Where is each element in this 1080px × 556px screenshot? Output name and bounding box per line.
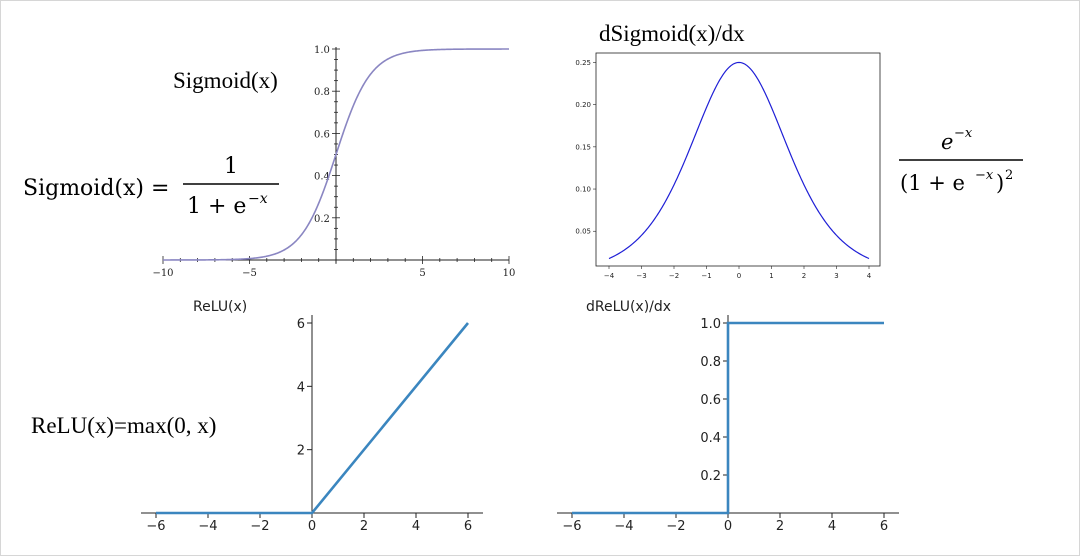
sigmoid-eq-numerator: 1 <box>224 154 238 179</box>
sigmoid-eq-denominator: 1 + e <box>187 194 246 219</box>
dsigmoid-chart: −4 −3 −2 −1 0 1 2 3 4 0.05 0.10 0.15 0.20 0.25 <box>575 52 881 280</box>
drelu-y-tick-label: 0.2 <box>700 469 721 484</box>
relu-x-tick-label: 0 <box>308 519 316 534</box>
dsig-eq-denominator-exponent: −x <box>975 168 994 183</box>
dsig-eq-numerator: e <box>941 130 953 154</box>
dsig-eq-denominator-square: 2 <box>1005 168 1013 183</box>
dsigmoid-y-tick-label: 0.25 <box>575 59 591 67</box>
drelu-y-tick-label: 1.0 <box>700 317 721 332</box>
sigmoid-label: Sigmoid(x) <box>173 68 278 93</box>
dsig-eq-numerator-exponent: −x <box>954 126 973 141</box>
sigmoid-eq-lhs: Sigmoid(x) = <box>23 176 169 201</box>
drelu-x-tick-label: 6 <box>880 519 888 534</box>
drelu-y-tick-labels: 0.2 0.4 0.6 0.8 1.0 <box>700 317 728 484</box>
sigmoid-x-tick-label: −5 <box>242 268 257 279</box>
sigmoid-eq-denominator-exponent: −x <box>248 191 268 207</box>
sigmoid-chart: −10 −5 5 10 0.2 0.4 0.6 0.8 1.0 <box>152 45 515 279</box>
drelu-x-tick-label: 2 <box>776 519 784 534</box>
relu-x-tick-label: 4 <box>412 519 420 534</box>
drelu-x-tick-label: −4 <box>614 519 633 534</box>
dsigmoid-x-tick-label: −3 <box>636 272 646 280</box>
dsigmoid-y-tick-label: 0.05 <box>575 228 591 236</box>
sigmoid-x-minor-ticks <box>162 256 510 264</box>
drelu-x-tick-label: 4 <box>828 519 836 534</box>
relu-y-tick-labels: 2 4 6 <box>297 317 312 459</box>
dsigmoid-x-tick-label: −4 <box>604 272 615 280</box>
relu-x-tick-label: 6 <box>464 519 472 534</box>
dsigmoid-x-tick-label: 0 <box>737 272 741 280</box>
relu-y-tick-label: 2 <box>297 444 305 459</box>
sigmoid-x-tick-label: 5 <box>419 268 425 279</box>
relu-formula: ReLU(x)=max(0, x) <box>31 413 216 438</box>
sigmoid-y-tick-label: 0.2 <box>314 214 330 225</box>
drelu-y-tick-label: 0.6 <box>700 393 721 408</box>
drelu-x-tick-label: −2 <box>666 519 685 534</box>
sigmoid-y-tick-label: 1.0 <box>314 45 330 56</box>
drelu-y-tick-label: 0.4 <box>700 431 721 446</box>
sigmoid-y-tick-label: 0.6 <box>314 129 330 140</box>
drelu-curve <box>572 321 884 515</box>
dsigmoid-x-tick-label: 4 <box>867 272 872 280</box>
dsigmoid-y-tick-label: 0.15 <box>575 143 591 151</box>
dsig-eq-denominator-close: ) <box>996 171 1004 195</box>
dsigmoid-x-tick-labels: −4 −3 −2 −1 0 1 2 3 4 <box>604 266 872 280</box>
drelu-x-tick-labels: −6 −4 −2 0 2 4 6 <box>562 513 888 534</box>
relu-curve <box>156 322 470 515</box>
dsigmoid-curve <box>608 61 870 260</box>
sigmoid-y-tick-labels: 0.2 0.4 0.6 0.8 1.0 <box>314 45 330 225</box>
sigmoid-y-tick-label: 0.8 <box>314 87 330 98</box>
drelu-x-tick-label: 0 <box>724 519 732 534</box>
sigmoid-equation: Sigmoid(x) = 1 1 + e −x <box>23 154 279 219</box>
dsigmoid-y-tick-label: 0.20 <box>575 101 591 109</box>
dsig-eq-denominator: (1 + e <box>900 171 965 195</box>
dsigmoid-x-tick-label: 1 <box>769 272 773 280</box>
drelu-x-tick-label: −6 <box>562 519 581 534</box>
dsigmoid-title: dSigmoid(x)/dx <box>599 21 745 46</box>
sigmoid-y-tick-label: 0.4 <box>314 172 330 183</box>
relu-y-tick-label: 4 <box>297 380 305 395</box>
dsigmoid-y-tick-label: 0.10 <box>575 186 591 194</box>
drelu-y-tick-label: 0.8 <box>700 355 721 370</box>
relu-x-tick-labels: −6 −4 −2 0 2 4 6 <box>146 513 472 534</box>
sigmoid-y-minor-ticks <box>332 48 340 250</box>
sigmoid-curve <box>163 48 509 261</box>
dsigmoid-x-tick-label: 3 <box>834 272 838 280</box>
drelu-chart: −6 −4 −2 0 2 4 6 0.2 0.4 0.6 0.8 1.0 <box>557 315 899 534</box>
dsigmoid-frame <box>595 52 881 267</box>
relu-chart: −6 −4 −2 0 2 4 6 2 4 6 <box>141 315 483 534</box>
dsigmoid-equation: e −x (1 + e −x ) 2 <box>899 126 1023 195</box>
drelu-title: dReLU(x)/dx <box>586 299 671 315</box>
dsigmoid-x-tick-label: −1 <box>701 272 711 280</box>
dsigmoid-x-tick-label: 2 <box>802 272 806 280</box>
relu-y-tick-label: 6 <box>297 317 305 332</box>
relu-title: ReLU(x) <box>193 299 247 315</box>
sigmoid-x-tick-labels: −10 −5 5 10 <box>152 268 515 279</box>
relu-x-tick-label: −4 <box>198 519 217 534</box>
relu-x-tick-label: −2 <box>250 519 269 534</box>
relu-x-tick-label: −6 <box>146 519 165 534</box>
dsigmoid-x-tick-label: −2 <box>669 272 679 280</box>
dsigmoid-y-tick-labels: 0.05 0.10 0.15 0.20 0.25 <box>575 59 596 236</box>
sigmoid-x-tick-label: −10 <box>152 268 173 279</box>
relu-x-tick-label: 2 <box>360 519 368 534</box>
sigmoid-x-tick-label: 10 <box>503 268 516 279</box>
